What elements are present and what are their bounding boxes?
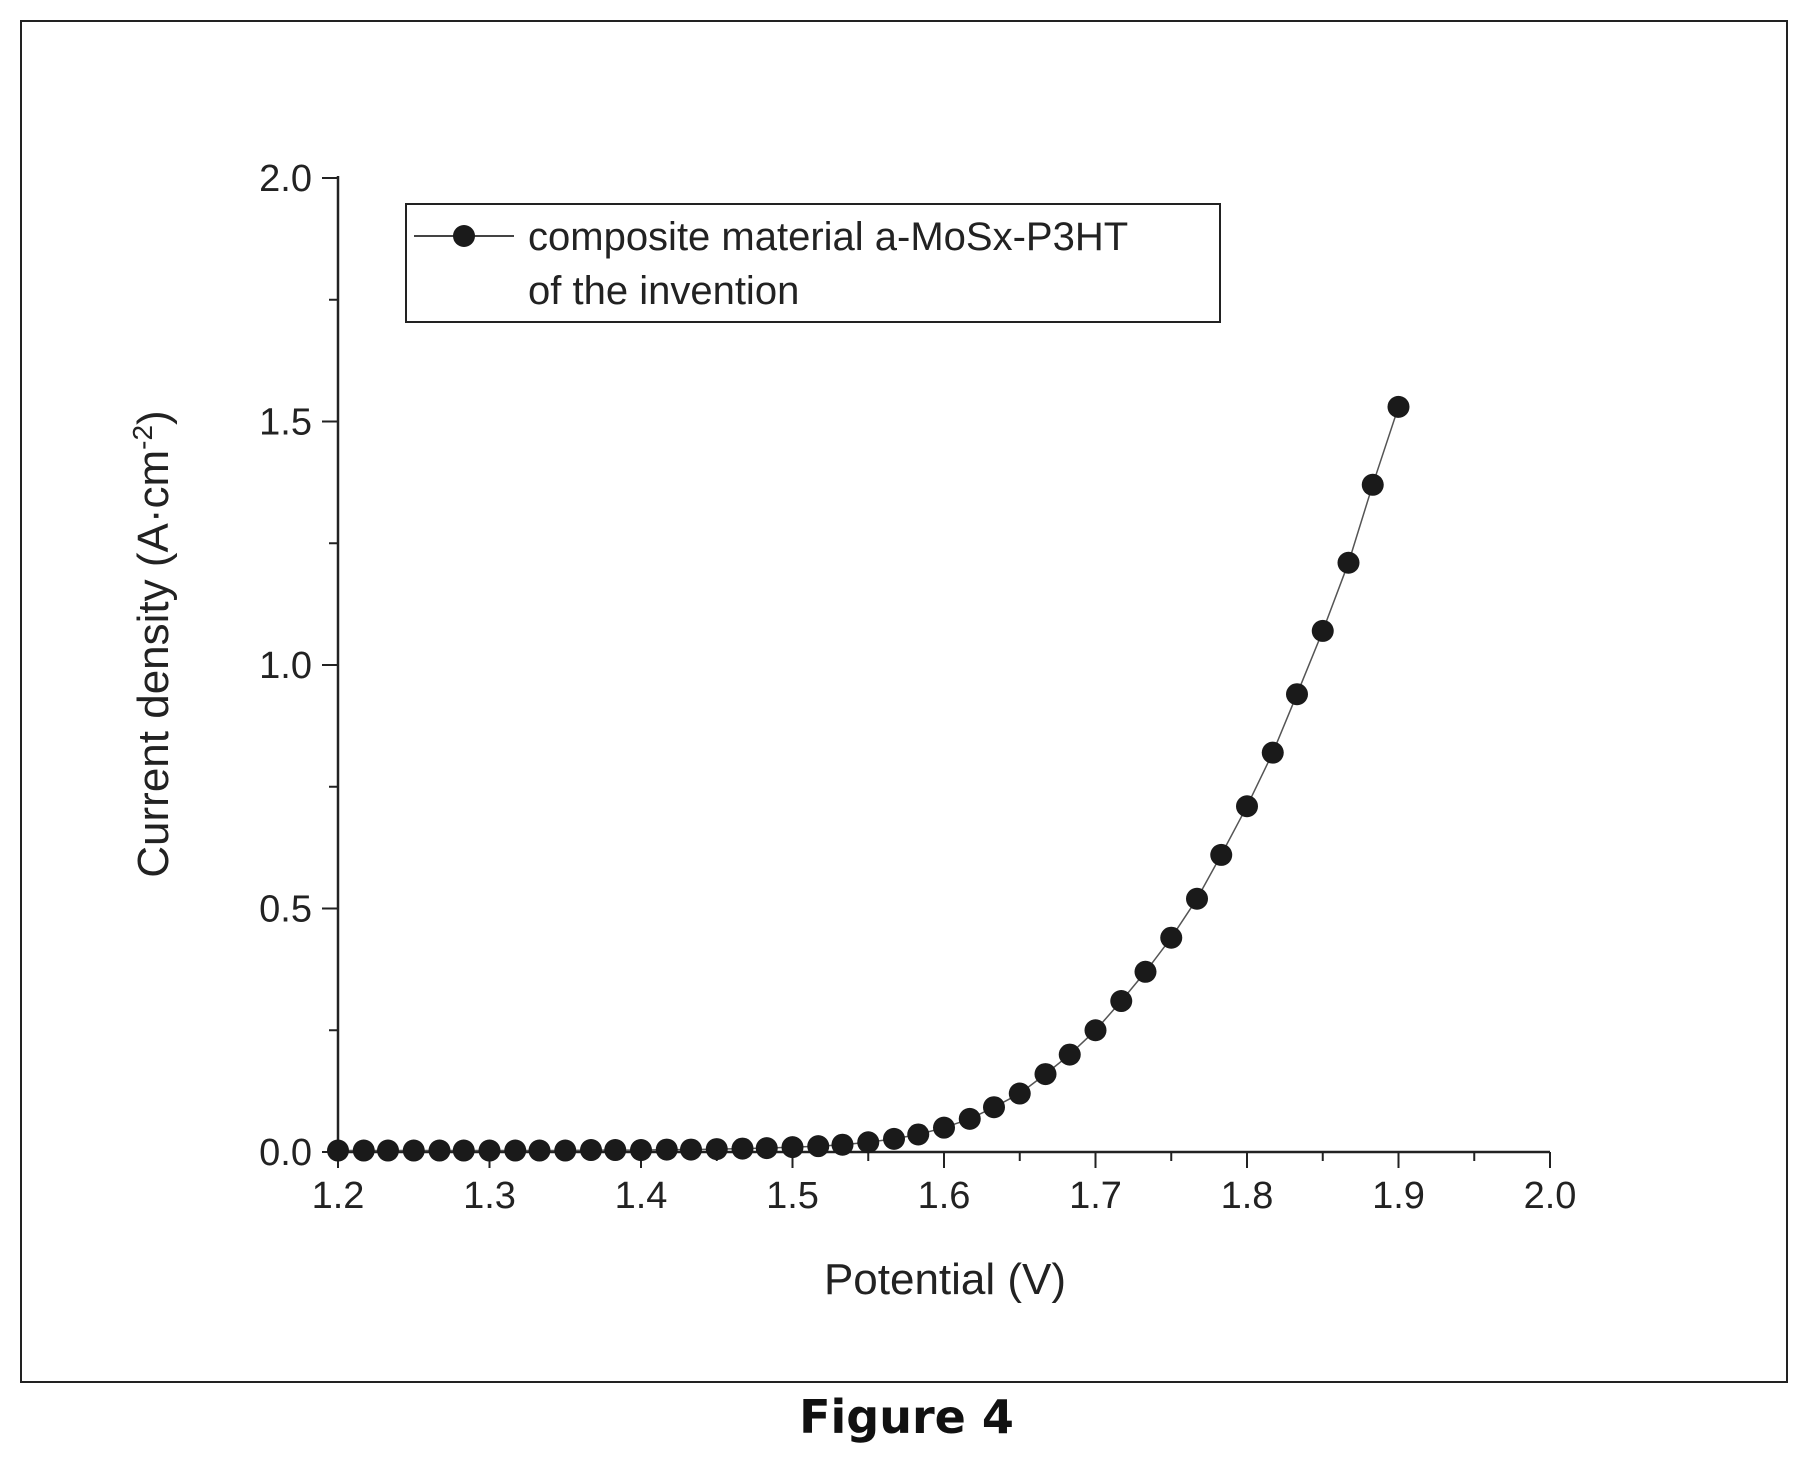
data-point xyxy=(630,1139,652,1162)
y-tick-label: 0.5 xyxy=(259,889,312,931)
x-tick-label: 1.2 xyxy=(312,1175,365,1217)
data-point xyxy=(1058,1043,1081,1066)
figure-caption: Figure 4 xyxy=(799,1390,1014,1444)
data-point xyxy=(1084,1019,1107,1042)
data-point xyxy=(883,1127,906,1150)
y-axis-title: Current density (A·cm-2) xyxy=(127,410,178,877)
chart: 1.2 1.3 1.4 1.5 1.6 1.7 1.8 1.9 2.0 0.0 0.5 1.0 1.5… xyxy=(127,158,1577,1304)
data-point xyxy=(781,1136,804,1159)
y-axis-title-main: Current density (A·cm xyxy=(129,450,178,878)
data-point xyxy=(1160,926,1183,949)
data-point xyxy=(478,1139,501,1162)
data-point xyxy=(1387,395,1410,418)
data-series xyxy=(327,395,1410,1162)
data-point xyxy=(1285,683,1308,706)
legend-label-line2: of the invention xyxy=(528,269,799,313)
data-point xyxy=(731,1137,754,1160)
data-point xyxy=(655,1138,678,1161)
x-tick-label: 1.6 xyxy=(918,1175,971,1217)
data-point xyxy=(755,1137,778,1160)
data-point xyxy=(1008,1082,1031,1105)
y-tick-label: 0.0 xyxy=(259,1132,312,1174)
data-point xyxy=(604,1139,627,1162)
data-point xyxy=(933,1116,955,1139)
y-tick-label: 2.0 xyxy=(259,158,312,200)
data-point xyxy=(1210,843,1233,866)
data-point xyxy=(1034,1063,1057,1086)
data-point xyxy=(452,1139,475,1162)
data-point xyxy=(402,1139,425,1162)
data-point xyxy=(1134,960,1157,983)
data-point xyxy=(428,1139,451,1162)
data-point xyxy=(1186,887,1209,910)
data-point xyxy=(528,1139,551,1162)
data-point xyxy=(504,1139,527,1162)
x-tick-label: 1.4 xyxy=(615,1175,668,1217)
legend: composite material a-MoSx-P3HT of the in… xyxy=(405,203,1221,323)
data-point xyxy=(1261,741,1284,764)
x-tick-label: 1.5 xyxy=(766,1175,819,1217)
legend-box xyxy=(405,203,1221,323)
data-point xyxy=(554,1139,577,1162)
data-point xyxy=(1311,619,1334,642)
y-axis-title-close: ) xyxy=(129,410,178,425)
y-axis-title-superscript: -2 xyxy=(127,425,158,450)
x-tick-label: 1.8 xyxy=(1221,1175,1274,1217)
data-point xyxy=(1337,551,1360,574)
x-tick-label: 1.7 xyxy=(1069,1175,1122,1217)
y-tick-label: 1.5 xyxy=(259,402,312,444)
data-point xyxy=(982,1096,1005,1119)
data-point xyxy=(857,1131,880,1154)
x-tick-label: 1.3 xyxy=(463,1175,516,1217)
x-tick-label: 2.0 xyxy=(1524,1175,1577,1217)
data-point xyxy=(705,1138,728,1161)
figure-frame xyxy=(20,20,1788,1383)
data-point xyxy=(907,1123,930,1146)
data-point xyxy=(1110,990,1133,1013)
x-axis-title: Potential (V) xyxy=(824,1255,1066,1304)
legend-marker xyxy=(453,225,475,247)
x-axis-ticks: 1.2 1.3 1.4 1.5 1.6 1.7 1.8 1.9 2.0 xyxy=(312,1152,1577,1217)
data-point xyxy=(1236,795,1258,818)
y-axis-ticks: 0.0 0.5 1.0 1.5 2.0 xyxy=(259,158,338,1174)
data-point xyxy=(679,1138,702,1161)
data-point xyxy=(376,1139,399,1162)
y-tick-label: 1.0 xyxy=(259,645,312,687)
data-point xyxy=(1361,473,1384,496)
data-point xyxy=(807,1135,830,1158)
data-point xyxy=(352,1139,375,1162)
data-point xyxy=(580,1139,603,1162)
series-line xyxy=(338,406,1400,1152)
x-tick-label: 1.9 xyxy=(1372,1175,1425,1217)
data-point xyxy=(831,1133,854,1156)
data-point xyxy=(327,1139,349,1162)
data-point xyxy=(958,1107,981,1130)
legend-label-line1: composite material a-MoSx-P3HT xyxy=(528,215,1128,259)
